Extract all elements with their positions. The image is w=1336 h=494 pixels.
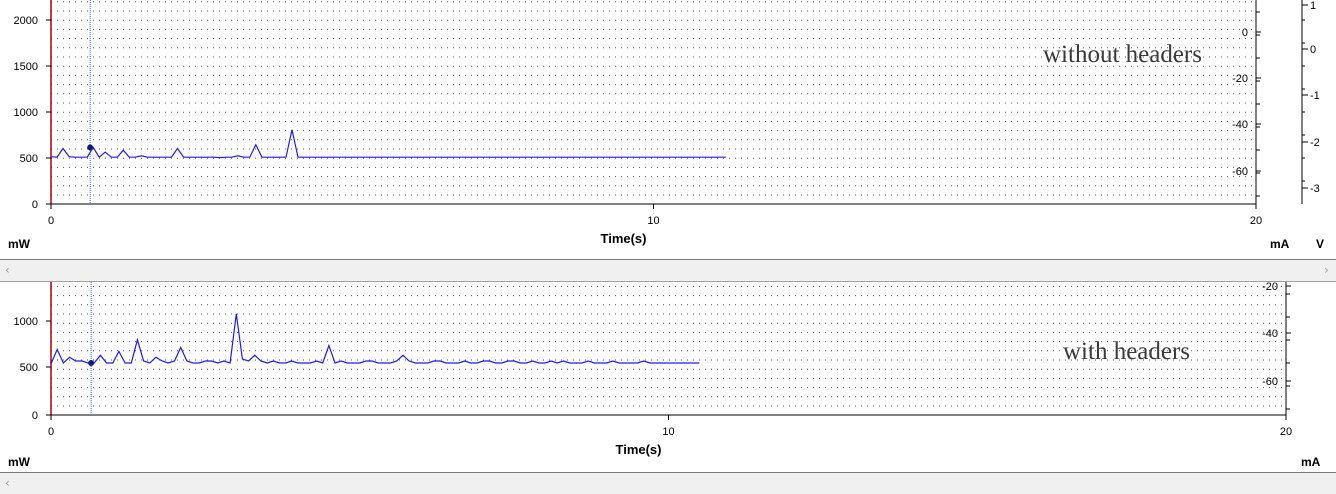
x-tick-label: 0 (48, 215, 54, 227)
scroll-right-arrow-icon[interactable]: › (1324, 263, 1329, 277)
y-left-tick-label: 1000 (14, 107, 38, 119)
y-right-tick-label: 1 (1310, 0, 1316, 12)
chart-annotation: without headers (1043, 41, 1202, 68)
chart-svg-with-headers: 0 500 1000 0 10 20 Time(s) -20 -40 -60 mW mA with he… (8, 282, 1321, 469)
y-left-tick-label: 0 (32, 410, 38, 422)
y-left-tick-label: 0 (32, 199, 38, 211)
y-left-unit-label: mW (8, 455, 31, 469)
scroll-left-arrow-icon[interactable]: ‹ (5, 263, 10, 277)
y-mid-unit-label: mA (1270, 237, 1290, 251)
scroll-left-arrow-icon[interactable]: ‹ (5, 476, 10, 490)
y-right-tick-label: -2 (1310, 137, 1320, 149)
cursor-marker-point (88, 359, 95, 366)
y-left-tick-label: 500 (20, 153, 38, 165)
x-axis-title: Time(s) (616, 442, 662, 457)
y-left-tick-label: 2000 (14, 15, 38, 27)
y-right-tick-label: -3 (1310, 183, 1320, 195)
y-left-tick-label: 1000 (14, 316, 38, 328)
horizontal-scrollbar-top[interactable]: ‹ › (0, 260, 1336, 280)
y-right-tick-label: 0 (1310, 44, 1316, 56)
x-tick-label: 20 (1250, 215, 1262, 227)
chart-annotation: with headers (1063, 338, 1190, 365)
y-left-tick-label: 500 (20, 362, 38, 374)
y-mid-unit-label: mA (1301, 455, 1321, 469)
chart-panel-with-headers: 0 500 1000 0 10 20 Time(s) -20 -40 -60 mW mA with he… (0, 281, 1336, 473)
y-mid-tick-label: -20 (1232, 73, 1248, 85)
y-mid-tick-label: -60 (1262, 376, 1278, 388)
cursor-marker-point (87, 144, 94, 151)
chart-panel-without-headers: 0 500 1000 1500 2000 0 10 20 Time(s) 0 -20 -40 -60 1 0… (0, 0, 1336, 260)
y-left-unit-label: mW (8, 237, 31, 251)
x-tick-label: 20 (1280, 426, 1292, 438)
x-axis-title: Time(s) (601, 231, 647, 246)
y-mid-tick-label: -40 (1262, 328, 1278, 340)
y-mid-tick-label: 0 (1242, 27, 1248, 39)
y-right-tick-label: -1 (1310, 90, 1320, 102)
y-mid-tick-label: -60 (1232, 166, 1248, 178)
y-mid-tick-label: -20 (1262, 282, 1278, 293)
power-series-line (50, 313, 700, 365)
x-tick-label: 10 (647, 215, 659, 227)
power-series-line (50, 129, 726, 159)
y-right-unit-label: V (1316, 237, 1324, 251)
x-tick-label: 10 (662, 426, 674, 438)
y-mid-tick-label: -40 (1232, 119, 1248, 131)
y-left-tick-label: 1500 (14, 61, 38, 73)
x-tick-label: 0 (48, 426, 54, 438)
horizontal-scrollbar-bottom[interactable]: ‹ (0, 473, 1336, 493)
